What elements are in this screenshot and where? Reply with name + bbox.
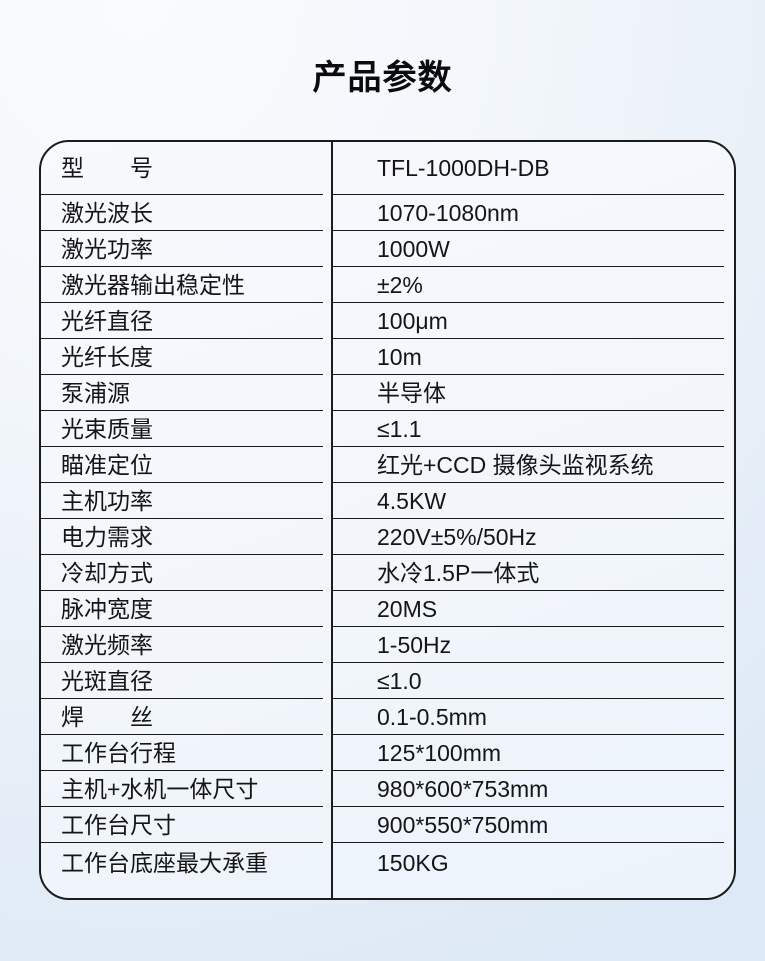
table-row: 光纤长度 10m	[41, 339, 734, 375]
table-row: 瞄准定位 红光+CCD 摄像头监视系统	[41, 447, 734, 483]
table-row: 电力需求 220V±5%/50Hz	[41, 519, 734, 555]
param-value: 半导体	[331, 375, 734, 411]
param-label: 光斑直径	[41, 663, 331, 699]
table-row: 主机功率 4.5KW	[41, 483, 734, 519]
param-label: 电力需求	[41, 519, 331, 555]
page-title: 产品参数	[312, 59, 453, 97]
param-label: 光束质量	[41, 411, 331, 447]
param-label: 泵浦源	[41, 375, 331, 411]
param-value: ±2%	[331, 267, 734, 303]
table-row: 光纤直径 100μm	[41, 303, 734, 339]
param-value: TFL-1000DH-DB	[331, 142, 734, 195]
param-label: 主机+水机一体尺寸	[41, 771, 331, 807]
param-value: 1070-1080nm	[331, 195, 734, 231]
param-value: 980*600*753mm	[331, 771, 734, 807]
param-label: 光纤直径	[41, 303, 331, 339]
table-row: 冷却方式 水冷1.5P一体式	[41, 555, 734, 591]
param-label: 激光频率	[41, 627, 331, 663]
param-value: 900*550*750mm	[331, 807, 734, 843]
table-row: 光束质量 ≤1.1	[41, 411, 734, 447]
param-value: 220V±5%/50Hz	[331, 519, 734, 555]
param-value: 1-50Hz	[331, 627, 734, 663]
param-value: ≤1.0	[331, 663, 734, 699]
spec-table: 型 号 TFL-1000DH-DB 激光波长 1070-1080nm 激光功率 …	[39, 140, 736, 900]
param-label: 激光器输出稳定性	[41, 267, 331, 303]
param-label: 激光波长	[41, 195, 331, 231]
table-row: 泵浦源 半导体	[41, 375, 734, 411]
param-label: 激光功率	[41, 231, 331, 267]
param-value: 4.5KW	[331, 483, 734, 519]
param-value: ≤1.1	[331, 411, 734, 447]
param-value: 125*100mm	[331, 735, 734, 771]
param-label: 瞄准定位	[41, 447, 331, 483]
param-label: 工作台底座最大承重	[61, 850, 268, 876]
param-label: 主机功率	[41, 483, 331, 519]
table-row: 激光波长 1070-1080nm	[41, 195, 734, 231]
param-value: 100μm	[331, 303, 734, 339]
param-label: 脉冲宽度	[41, 591, 331, 627]
param-label: 型 号	[41, 142, 331, 195]
table-row: 焊 丝 0.1-0.5mm	[41, 699, 734, 735]
table-row: 激光器输出稳定性 ±2%	[41, 267, 734, 303]
table-row: 工作台行程 125*100mm	[41, 735, 734, 771]
param-label: 焊 丝	[41, 699, 331, 735]
table-row: 工作台尺寸 900*550*750mm	[41, 807, 734, 843]
param-value: 150KG	[377, 850, 449, 876]
param-label: 冷却方式	[41, 555, 331, 591]
param-value: 水冷1.5P一体式	[331, 555, 734, 591]
table-row: 激光功率 1000W	[41, 231, 734, 267]
param-value: 0.1-0.5mm	[331, 699, 734, 735]
table-row: 激光频率 1-50Hz	[41, 627, 734, 663]
column-divider	[331, 142, 333, 898]
param-label: 工作台尺寸	[41, 807, 331, 843]
param-value: 10m	[331, 339, 734, 375]
spec-table-rows: 型 号 TFL-1000DH-DB 激光波长 1070-1080nm 激光功率 …	[41, 142, 734, 898]
table-row: 主机+水机一体尺寸 980*600*753mm	[41, 771, 734, 807]
param-value: 20MS	[331, 591, 734, 627]
table-row: 脉冲宽度 20MS	[41, 591, 734, 627]
param-value: 1000W	[331, 231, 734, 267]
param-value: 红光+CCD 摄像头监视系统	[331, 447, 734, 483]
param-label: 工作台行程	[41, 735, 331, 771]
param-label: 光纤长度	[41, 339, 331, 375]
table-row: 光斑直径 ≤1.0	[41, 663, 734, 699]
table-row: 型 号 TFL-1000DH-DB	[41, 142, 734, 195]
table-row: 工作台底座最大承重 150KG	[41, 843, 734, 898]
